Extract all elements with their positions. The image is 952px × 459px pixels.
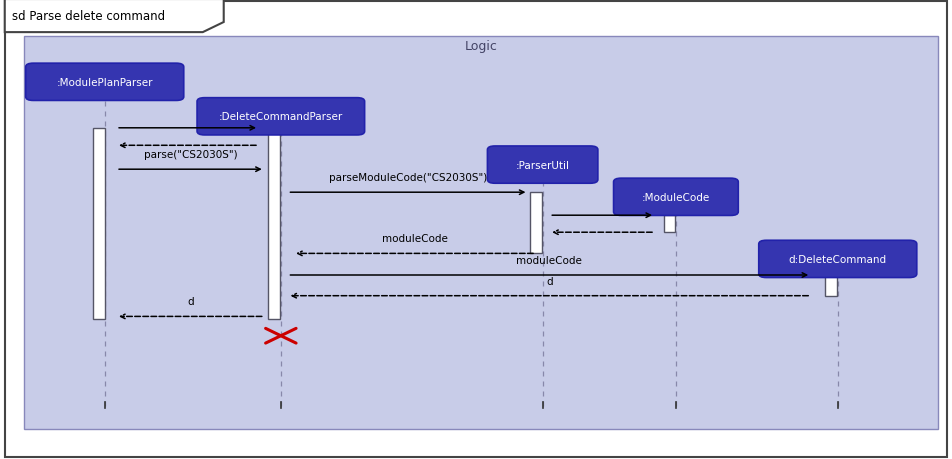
Text: moduleCode: moduleCode bbox=[516, 255, 583, 265]
Text: :ParserUtil: :ParserUtil bbox=[516, 160, 569, 170]
FancyBboxPatch shape bbox=[487, 147, 598, 184]
Bar bbox=[530, 193, 542, 254]
Bar bbox=[664, 216, 675, 233]
Bar bbox=[24, 37, 938, 429]
Text: d:DeleteCommand: d:DeleteCommand bbox=[788, 254, 887, 264]
FancyBboxPatch shape bbox=[26, 64, 184, 101]
Text: :ModulePlanParser: :ModulePlanParser bbox=[56, 78, 153, 88]
Text: parse("CS2030S"): parse("CS2030S") bbox=[144, 150, 237, 160]
Text: sd Parse delete command: sd Parse delete command bbox=[12, 10, 166, 23]
Bar bbox=[93, 129, 105, 319]
Bar bbox=[825, 275, 837, 296]
FancyBboxPatch shape bbox=[613, 179, 739, 216]
Text: parseModuleCode("CS2030S"): parseModuleCode("CS2030S") bbox=[328, 173, 487, 183]
Text: Logic: Logic bbox=[465, 39, 497, 52]
Text: :DeleteCommandParser: :DeleteCommandParser bbox=[219, 112, 343, 122]
Text: moduleCode: moduleCode bbox=[382, 234, 447, 244]
Text: d: d bbox=[546, 276, 552, 286]
Bar bbox=[268, 129, 280, 319]
FancyBboxPatch shape bbox=[197, 99, 365, 136]
FancyBboxPatch shape bbox=[759, 241, 917, 278]
Text: d: d bbox=[188, 297, 193, 307]
Polygon shape bbox=[5, 0, 224, 33]
Text: :ModuleCode: :ModuleCode bbox=[642, 192, 710, 202]
